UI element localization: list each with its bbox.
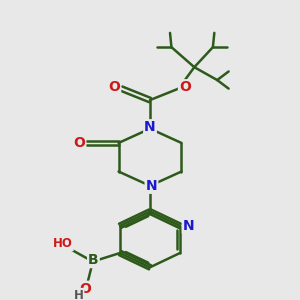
Text: N: N [144, 120, 156, 134]
Text: O: O [108, 80, 120, 94]
Text: HO: HO [53, 237, 73, 250]
Text: O: O [80, 282, 92, 296]
Text: N: N [183, 219, 194, 233]
Text: B: B [88, 253, 99, 267]
Text: O: O [179, 80, 191, 94]
Text: N: N [146, 179, 157, 193]
Text: O: O [74, 136, 85, 150]
Text: H: H [74, 289, 83, 300]
